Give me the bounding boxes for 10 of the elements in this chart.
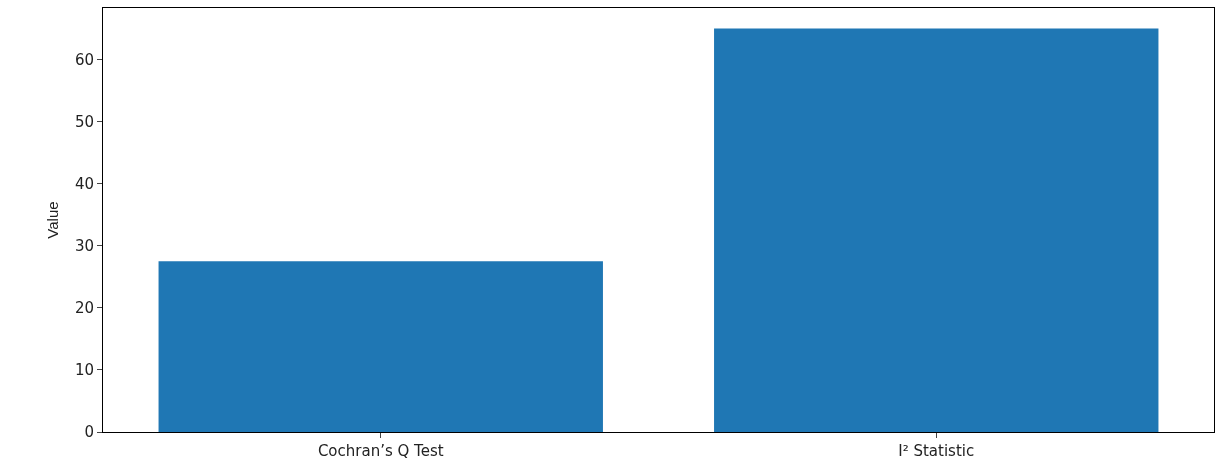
y-axis-title: Value <box>44 201 62 239</box>
y-tick-label: 20 <box>74 299 94 318</box>
x-tick-label: Cochran’s Q Test <box>317 442 444 460</box>
y-tick-label: 40 <box>74 174 94 193</box>
y-tick-label: 60 <box>74 50 94 69</box>
y-tick-label: 10 <box>74 361 94 380</box>
y-tick-label: 50 <box>74 112 94 131</box>
y-tick-label: 0 <box>84 423 94 442</box>
x-tick-label: I² Statistic <box>898 442 975 460</box>
y-tick-label: 30 <box>74 237 94 256</box>
